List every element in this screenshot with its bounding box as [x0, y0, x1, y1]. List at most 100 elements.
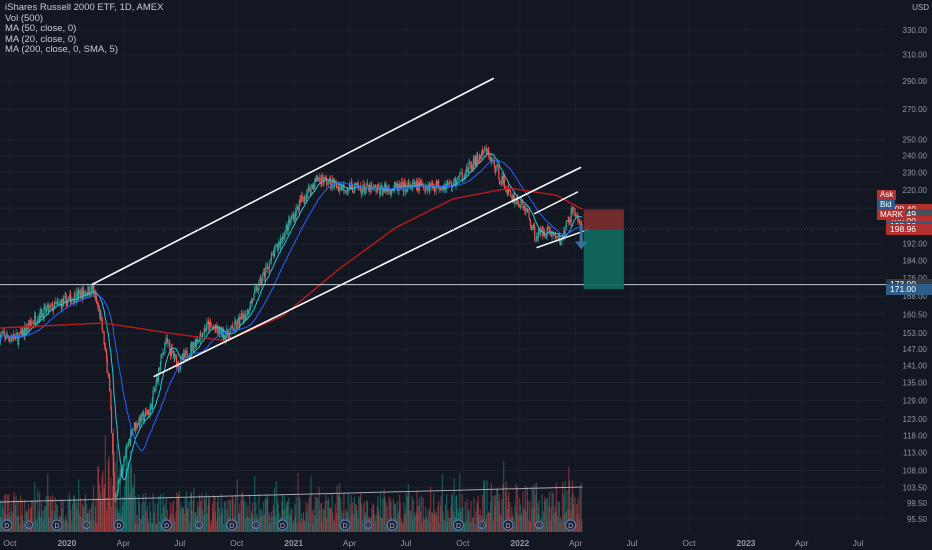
volume-bar: [516, 512, 518, 532]
dividend-marker-4: [226, 519, 238, 531]
candle-body: [490, 157, 492, 161]
legend-symbol[interactable]: iShares Russell 2000 ETF, 1D, AMEX: [5, 2, 164, 13]
candle-body: [475, 156, 477, 166]
candle-body: [373, 185, 375, 189]
volume-bar: [542, 511, 544, 532]
candle-body: [268, 262, 271, 270]
price-tick-23: 108.00: [903, 466, 928, 475]
dividend-marker-10: [565, 519, 577, 531]
legend-indicator-vol[interactable]: Vol (500): [5, 12, 44, 24]
candle-body: [291, 217, 293, 219]
candle-body: [184, 353, 186, 357]
candle-body: [550, 234, 553, 237]
volume-bar: [160, 522, 162, 532]
price-axis[interactable]: USD 330.00 310.00 290.00 270.00 250.00 240.00 2…: [886, 0, 932, 550]
volume-bar: [333, 520, 335, 532]
candle-body: [526, 208, 528, 211]
volume-bar: [29, 508, 31, 532]
candle-body: [447, 183, 449, 185]
volume-bar: [299, 522, 302, 532]
volume-bar: [4, 494, 7, 532]
candle-body: [208, 322, 210, 330]
candle-body: [578, 222, 580, 223]
legend-indicator-ma200[interactable]: MA (200, close, 0, SMA, 5): [5, 44, 118, 55]
candle-body: [364, 188, 367, 191]
legend-indicator-ma20[interactable]: MA (20, close, 0): [5, 33, 77, 45]
volume-bar: [79, 497, 82, 532]
volume-bar: [254, 475, 256, 532]
candle-body: [90, 286, 92, 296]
candle-body: [563, 230, 565, 237]
candle-body: [347, 188, 349, 192]
drawings[interactable]: [0, 77, 886, 378]
volume-bar: [381, 518, 383, 532]
legend-indicator-ma50[interactable]: MA (50, close, 0): [5, 23, 77, 34]
candle-body: [455, 183, 457, 186]
volume-bar: [529, 500, 531, 532]
volume-bar: [200, 500, 202, 532]
candle-body: [489, 157, 491, 161]
volume-bar: [557, 516, 559, 532]
candle-body: [537, 236, 539, 239]
volume-bar: [134, 522, 136, 532]
candle-body: [371, 185, 373, 187]
candle-body: [431, 182, 433, 187]
candle-body: [247, 311, 250, 315]
volume-bar: [252, 502, 254, 532]
candle-body: [466, 166, 468, 173]
volume-bar: [560, 517, 562, 532]
candle-body: [260, 277, 262, 284]
candle-body: [472, 158, 474, 170]
volume-bar: [502, 484, 504, 532]
volume-bar: [511, 506, 513, 532]
volume-bar: [103, 488, 105, 532]
candle-body: [412, 182, 414, 185]
candle-body: [534, 226, 536, 239]
candle-body: [374, 185, 377, 187]
candle-body: [259, 277, 261, 281]
candle-body: [396, 183, 398, 188]
candle-body: [316, 176, 318, 181]
volume-bar: [531, 485, 533, 532]
candle-body: [457, 177, 459, 182]
candle-body: [51, 303, 53, 306]
volume-bar: [273, 487, 276, 532]
candle-body: [323, 177, 325, 183]
candle-body: [190, 344, 193, 352]
candle-body: [247, 309, 249, 315]
candle-body: [53, 301, 56, 310]
volume-bar: [301, 513, 303, 532]
candle-body: [468, 162, 470, 169]
volume-bar: [122, 497, 124, 532]
volume-bar: [90, 520, 92, 532]
candle-body: [555, 238, 557, 239]
time-axis[interactable]: Oct 2020 Apr Jul Oct 2021 Apr Jul Oct 2022 Apr Jul O…: [0, 535, 932, 550]
candle-body: [165, 338, 167, 344]
candle-body: [26, 329, 28, 333]
candle-body: [460, 172, 462, 174]
candle-body: [249, 301, 251, 310]
candle-body: [8, 338, 10, 342]
candle-body: [485, 148, 487, 154]
volume-bar: [520, 516, 522, 532]
volume-bar: [231, 495, 233, 532]
volume-bar: [292, 522, 294, 532]
volume-bar: [548, 491, 551, 532]
volume-bar: [243, 498, 245, 532]
volume-bar: [275, 516, 277, 532]
candle-body: [511, 197, 513, 201]
volume-bar: [123, 485, 126, 532]
volume-bar: [529, 521, 531, 532]
channel-lower-line: [153, 166, 582, 378]
candle-body: [57, 301, 59, 303]
candle-body: [570, 219, 572, 222]
event-markers[interactable]: D D D D D D D D D D DD D D D D DD: [1, 519, 577, 531]
candle-body: [338, 185, 340, 192]
candle-body: [438, 180, 440, 190]
candle-body: [203, 328, 206, 334]
candle-body: [60, 302, 62, 303]
volume-bar: [19, 523, 21, 532]
candle-body: [436, 181, 438, 187]
volume-bar: [165, 497, 167, 532]
